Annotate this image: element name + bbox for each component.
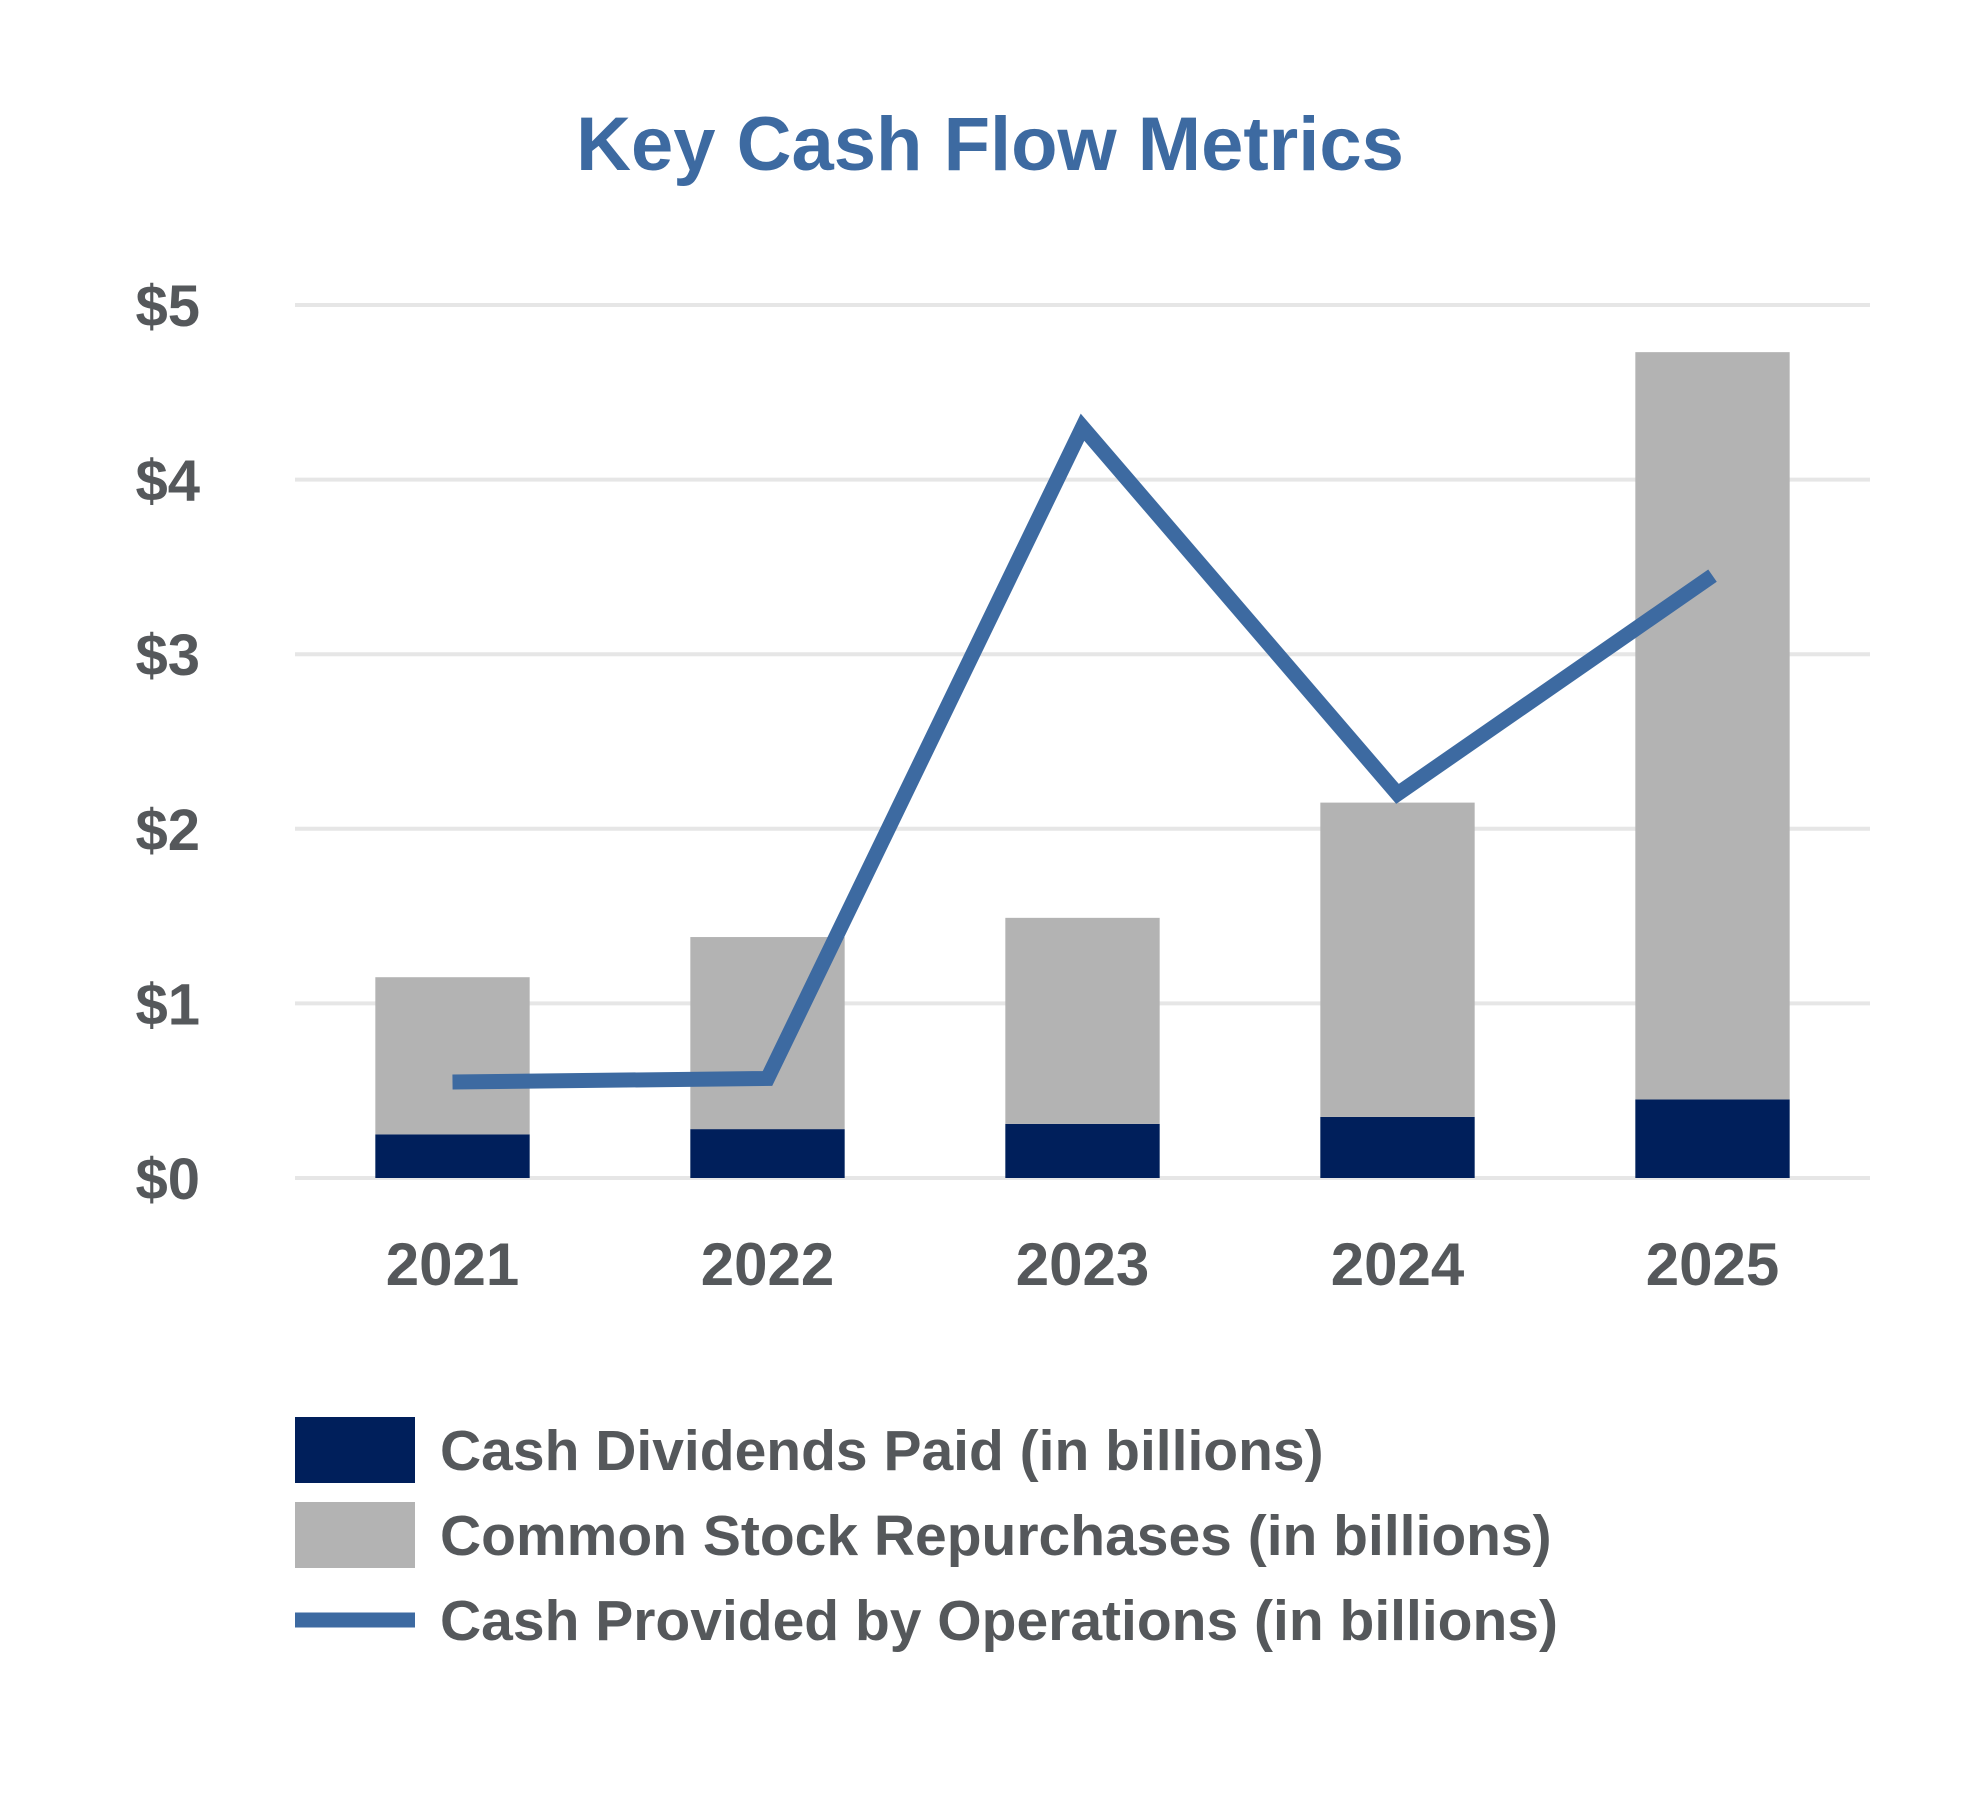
y-tick-label: $0 [135,1147,200,1212]
dividends-bar-2025 [1635,1099,1790,1178]
y-tick-label: $2 [135,798,200,863]
repurchases-bar-2024 [1320,802,1475,1117]
x-tick-label: 2023 [1016,1231,1149,1298]
x-tick-label: 2024 [1331,1231,1465,1298]
legend-swatch-dividends [295,1417,415,1483]
x-tick-label: 2021 [386,1231,519,1298]
legend-label: Cash Provided by Operations (in billions… [440,1589,1558,1653]
legend-label: Common Stock Repurchases (in billions) [440,1504,1552,1568]
y-axis-ticks: $0 $1 $2 $3 $4 $5 [135,274,200,1212]
dividends-bar-2023 [1005,1123,1160,1178]
repurchases-bar-2025 [1635,352,1790,1100]
chart-title: Key Cash Flow Metrics [576,102,1404,187]
repurchases-bar-2023 [1005,917,1160,1124]
repurchases-bar-2021 [375,977,530,1135]
y-tick-label: $1 [135,972,200,1037]
dividends-bar-2024 [1320,1116,1475,1178]
legend-swatch-repurchases [295,1502,415,1568]
dividends-bar-2022 [690,1129,845,1178]
x-axis-ticks: 2021 2022 2023 2024 2025 [386,1231,1779,1298]
gridlines [295,303,1870,1180]
legend: Cash Dividends Paid (in billions) Common … [295,1417,1558,1653]
line-series [452,413,1717,1090]
y-tick-label: $5 [135,274,200,339]
x-tick-label: 2025 [1646,1231,1779,1298]
x-tick-label: 2022 [701,1231,834,1298]
dividends-bar-2021 [375,1134,530,1178]
y-tick-label: $4 [135,449,200,514]
legend-label: Cash Dividends Paid (in billions) [440,1419,1324,1483]
y-tick-label: $3 [135,623,200,688]
bars [375,352,1790,1178]
